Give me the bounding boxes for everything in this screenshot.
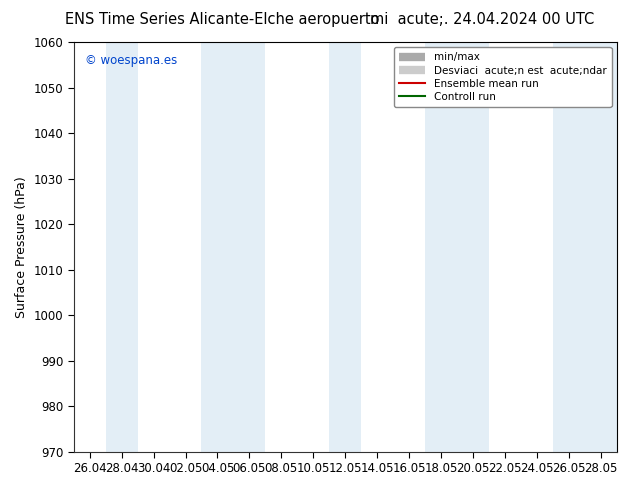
Legend: min/max, Desviaci  acute;n est  acute;ndar, Ensemble mean run, Controll run: min/max, Desviaci acute;n est acute;ndar… — [394, 47, 612, 107]
Text: mi  acute;. 24.04.2024 00 UTC: mi acute;. 24.04.2024 00 UTC — [370, 12, 594, 27]
Bar — [553, 42, 585, 452]
Y-axis label: Surface Pressure (hPa): Surface Pressure (hPa) — [15, 176, 28, 318]
Bar — [425, 42, 457, 452]
Bar — [106, 42, 138, 452]
Text: ENS Time Series Alicante-Elche aeropuerto: ENS Time Series Alicante-Elche aeropuert… — [65, 12, 379, 27]
Bar — [329, 42, 361, 452]
Bar — [457, 42, 489, 452]
Bar — [585, 42, 617, 452]
Bar — [233, 42, 266, 452]
Text: © woespana.es: © woespana.es — [84, 54, 177, 67]
Bar — [202, 42, 233, 452]
